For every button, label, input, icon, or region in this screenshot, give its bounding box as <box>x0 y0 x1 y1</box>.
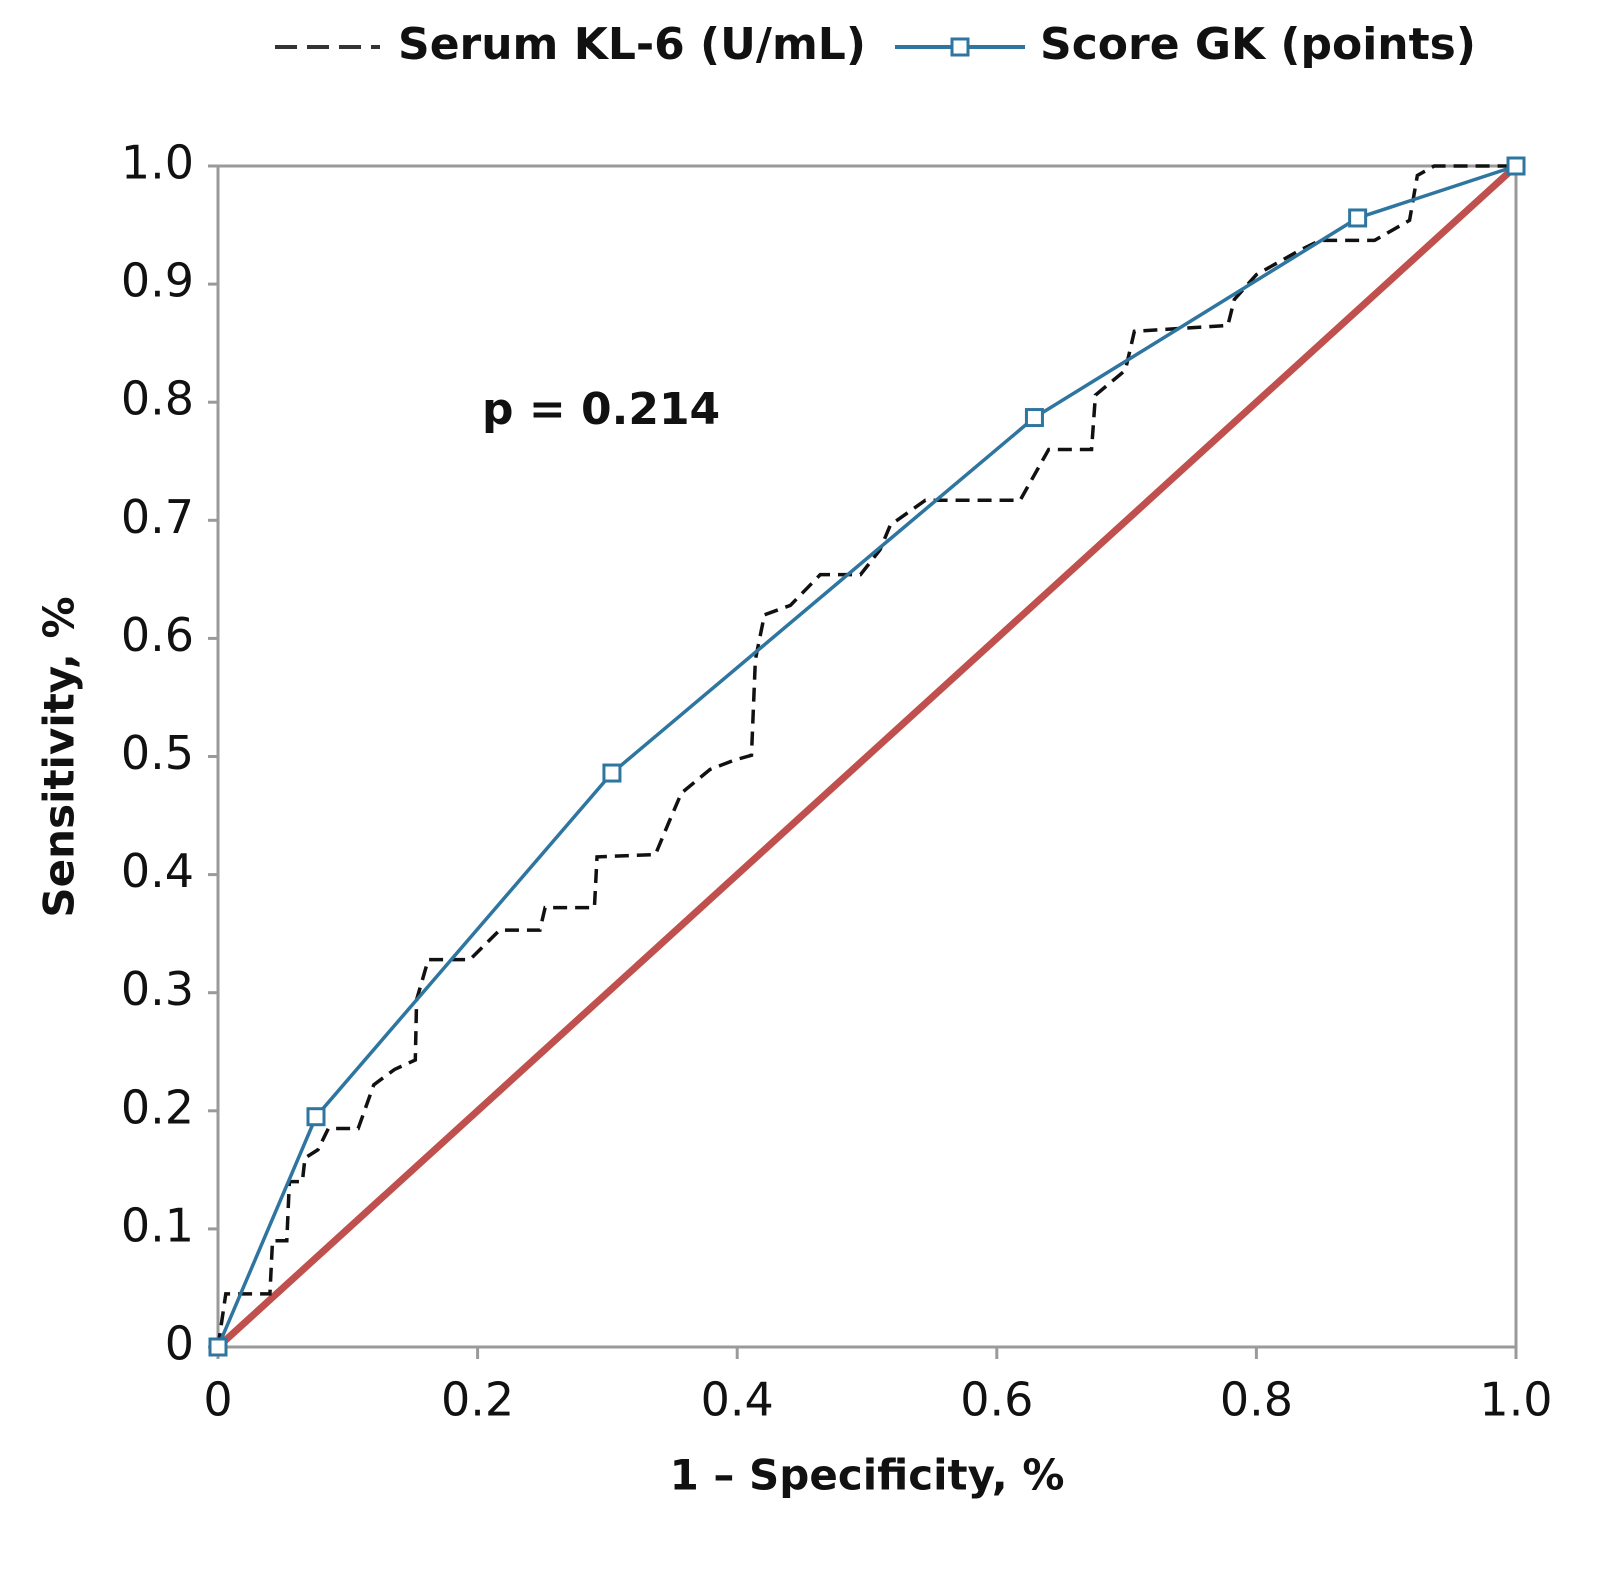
marker <box>602 763 622 783</box>
annotation: p = 0.214 <box>482 384 720 435</box>
y-tick-label: 0.9 <box>121 254 194 308</box>
x-tick-label: 0 <box>203 1373 232 1427</box>
marker <box>208 1337 228 1357</box>
y-tick-label: 0.6 <box>121 608 194 662</box>
x-axis-label: 1 – Specificity, % <box>670 1451 1065 1500</box>
x-tick-label: 0.4 <box>701 1373 774 1427</box>
legend-label: Serum KL-6 (U/mL) <box>398 19 866 70</box>
y-tick-label: 1.0 <box>121 136 194 190</box>
marker <box>1348 208 1368 228</box>
series-line <box>216 164 1517 1348</box>
y-tick-label: 0.8 <box>121 372 194 426</box>
x-tick-label: 0.2 <box>441 1373 514 1427</box>
x-tick-label: 0.8 <box>1220 1373 1293 1427</box>
marker <box>306 1107 326 1127</box>
series-line <box>216 164 1516 1348</box>
y-axis-label: Sensitivity, % <box>35 596 84 917</box>
y-tick-label: 0.4 <box>121 844 194 898</box>
diagonal-line <box>215 163 1519 1350</box>
x-tick-label: 0.6 <box>960 1373 1033 1427</box>
marker <box>1506 156 1526 176</box>
marker <box>1024 408 1044 428</box>
x-tick-label: 1.0 <box>1479 1373 1552 1427</box>
y-tick-label: 0 <box>165 1317 194 1371</box>
legend-marker <box>950 37 970 57</box>
y-tick-label: 0.1 <box>121 1198 194 1252</box>
y-tick-label: 0.7 <box>121 490 194 544</box>
y-tick-label: 0.5 <box>121 726 194 780</box>
legend-label: Score GK (points) <box>1040 19 1476 70</box>
y-tick-label: 0.3 <box>121 962 194 1016</box>
y-tick-label: 0.2 <box>121 1080 194 1134</box>
